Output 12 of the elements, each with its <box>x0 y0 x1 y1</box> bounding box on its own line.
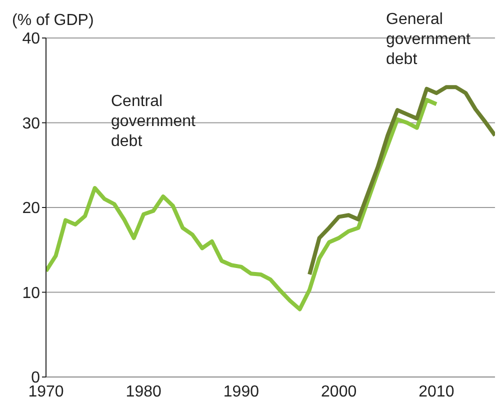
x-tick-label: 1980 <box>126 383 162 400</box>
y-tick-label: 30 <box>22 115 40 132</box>
annotation: General government debt <box>386 10 470 70</box>
x-tick-label: 2000 <box>321 383 357 400</box>
x-tick-label: 2010 <box>418 383 454 400</box>
y-axis-title: (% of GDP) <box>12 12 94 30</box>
annotation: Central government debt <box>111 92 196 152</box>
y-tick-label: 20 <box>22 200 40 218</box>
line-series <box>308 85 495 276</box>
y-tick-label: 10 <box>22 284 40 302</box>
y-tick-label: 40 <box>22 30 40 48</box>
x-tick-label: 1990 <box>223 383 260 400</box>
